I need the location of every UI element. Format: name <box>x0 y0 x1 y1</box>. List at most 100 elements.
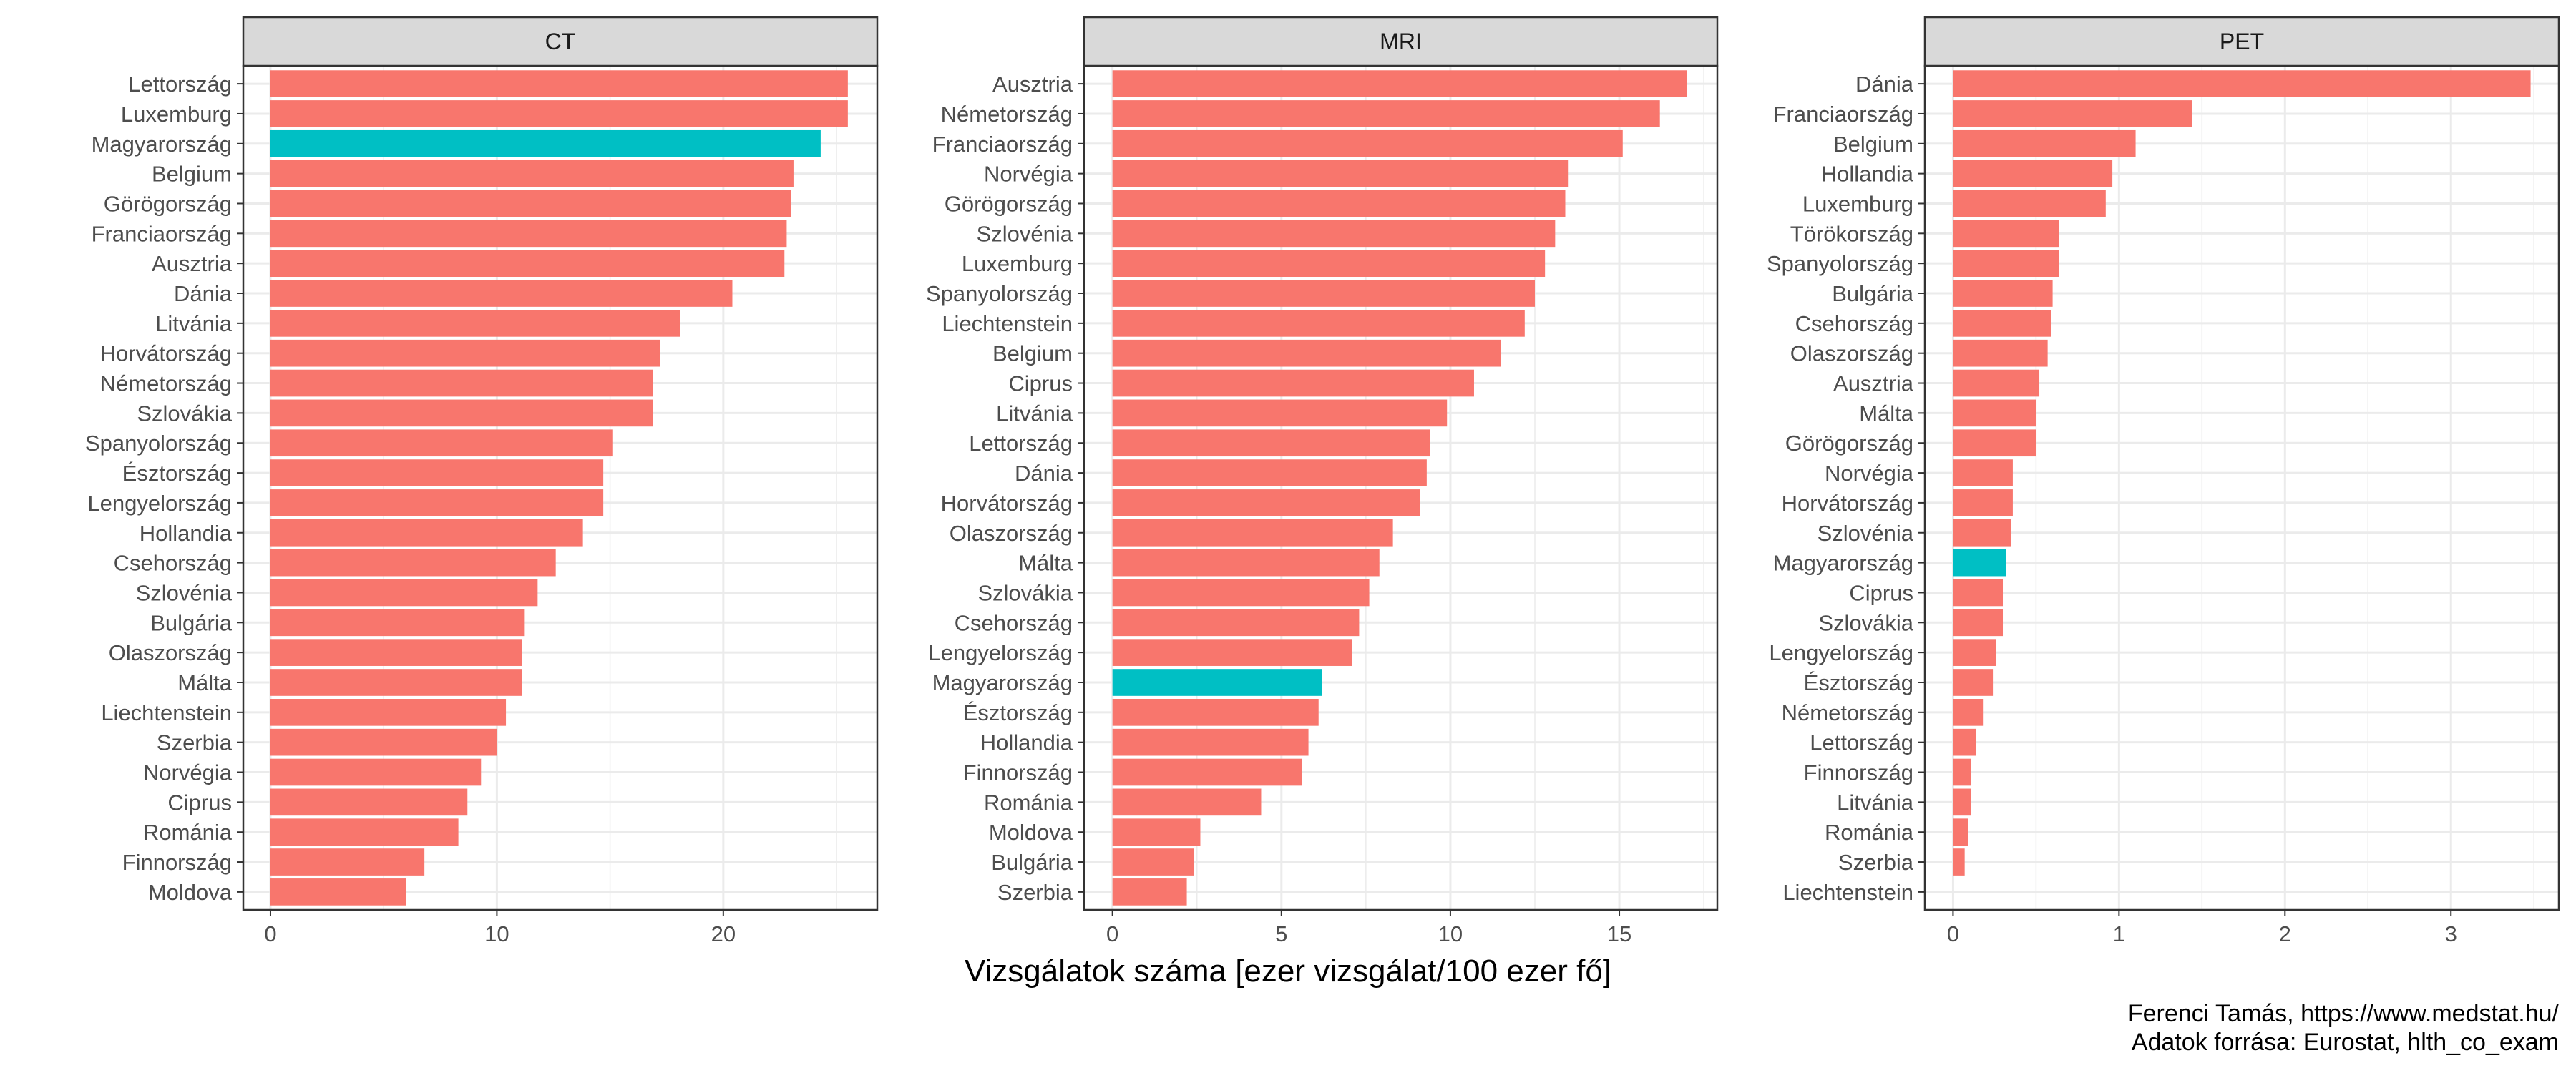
bar-szlovakia <box>270 399 653 427</box>
y-tick-label: Hollandia <box>980 730 1073 755</box>
y-tick-label: Málta <box>1018 551 1073 576</box>
bar-litvania <box>1953 788 1971 816</box>
bar-szerbia <box>1953 848 1965 876</box>
y-tick-label: Lengyelország <box>928 640 1073 665</box>
bar-moldova <box>270 878 406 906</box>
y-tick-label: Németország <box>941 102 1073 127</box>
y-tick-label: Belgium <box>992 341 1073 366</box>
y-tick-label: Luxemburg <box>121 102 232 127</box>
y-tick-label: Lettország <box>969 431 1073 456</box>
y-tick-label: Norvégia <box>984 162 1073 187</box>
y-tick-label: Ausztria <box>992 72 1073 97</box>
y-tick-label: Liechtenstein <box>942 311 1073 336</box>
y-tick-label: Magyarország <box>932 670 1073 695</box>
y-tick-label: Lengyelország <box>1769 640 1913 665</box>
y-tick-label: Belgium <box>152 162 232 187</box>
bar-csehorszag <box>1953 310 2051 337</box>
y-tick-label: Románia <box>1825 820 1914 845</box>
bar-romania <box>1953 818 1968 846</box>
y-tick-label: Liechtenstein <box>1782 880 1913 905</box>
y-tick-label: Csehország <box>955 610 1073 635</box>
bar-malta <box>270 669 522 696</box>
bar-szlovenia <box>1112 220 1556 248</box>
bar-esztorszag <box>1112 699 1319 726</box>
y-tick-label: Luxemburg <box>1802 191 1913 216</box>
bar-dania <box>1112 459 1427 486</box>
y-tick-label: Málta <box>1859 401 1914 426</box>
y-tick-label: Görögország <box>104 191 232 216</box>
y-tick-label: Olaszország <box>1790 341 1913 366</box>
bar-malta <box>1112 549 1380 577</box>
bar-bulgaria <box>1112 848 1194 876</box>
bar-franciaorszag <box>1953 100 2192 127</box>
bar-spanyolorszag <box>270 429 613 457</box>
bar-gorogorszag <box>1953 429 2036 457</box>
facet-strip-label: MRI <box>1380 29 1422 54</box>
y-tick-label: Németország <box>1782 700 1913 725</box>
bar-romania <box>270 818 459 846</box>
x-tick-label: 10 <box>484 921 509 946</box>
x-axis-title: Vizsgálatok száma [ezer vizsgálat/100 ez… <box>965 954 1611 989</box>
y-tick-label: Csehország <box>114 551 232 576</box>
y-tick-label: Ciprus <box>1008 371 1073 396</box>
bar-esztorszag <box>1953 669 1994 696</box>
y-tick-label: Szlovákia <box>137 401 232 426</box>
x-tick-label: 2 <box>2279 921 2291 946</box>
bar-lengyelorszag <box>1953 639 1996 666</box>
y-tick-label: Moldova <box>148 880 233 905</box>
y-tick-label: Dánia <box>174 281 233 306</box>
bar-norvegia <box>1112 160 1569 187</box>
bar-belgium <box>270 160 794 187</box>
y-tick-label: Görögország <box>1785 431 1913 456</box>
y-tick-label: Szlovénia <box>136 580 233 605</box>
y-tick-label: Magyarország <box>1773 551 1913 576</box>
y-tick-label: Románia <box>984 790 1073 815</box>
y-tick-label: Szlovákia <box>977 580 1073 605</box>
bar-finnorszag <box>1953 758 1971 786</box>
bar-finnorszag <box>1112 758 1302 786</box>
bar-gorogorszag <box>270 190 791 217</box>
bar-belgium <box>1953 129 2136 157</box>
y-tick-label: Horvátország <box>1782 491 1913 516</box>
x-tick-label: 1 <box>2113 921 2125 946</box>
bar-szlovakia <box>1953 609 2004 637</box>
bar-lengyelorszag <box>270 489 604 516</box>
bar-ciprus <box>1953 579 2004 607</box>
y-tick-label: Málta <box>177 670 233 695</box>
facet-strip-label: CT <box>545 29 576 54</box>
x-tick-label: 0 <box>264 921 276 946</box>
bar-dania <box>270 280 733 307</box>
y-tick-label: Románia <box>143 820 233 845</box>
facet-strip <box>1083 16 1719 67</box>
y-tick-label: Franciaország <box>1773 102 1913 127</box>
y-tick-label: Ausztria <box>1833 371 1914 396</box>
bar-esztorszag <box>270 459 604 486</box>
bar-romania <box>1112 788 1262 816</box>
y-tick-label: Spanyolország <box>85 431 232 456</box>
bar-horvatorszag <box>1953 489 2013 516</box>
bar-nemetorszag <box>1112 100 1660 127</box>
y-tick-label: Norvégia <box>143 760 233 785</box>
x-tick-label: 0 <box>1947 921 1959 946</box>
x-tick-label: 10 <box>1438 921 1463 946</box>
bar-gorogorszag <box>1112 190 1566 217</box>
y-tick-label: Bulgária <box>150 610 232 635</box>
bar-lettorszag <box>1112 429 1430 457</box>
y-tick-label: Bulgária <box>991 850 1073 875</box>
bar-ciprus <box>1112 369 1474 397</box>
y-tick-label: Finnország <box>1804 760 1913 785</box>
bar-nemetorszag <box>270 369 653 397</box>
bar-belgium <box>1112 339 1501 367</box>
bar-hollandia <box>1112 728 1309 756</box>
y-tick-label: Litvánia <box>155 311 233 336</box>
y-tick-label: Dánia <box>1855 72 1914 97</box>
bar-csehorszag <box>1112 609 1360 637</box>
y-tick-label: Észtország <box>1804 670 1913 695</box>
facet-strip <box>242 16 879 67</box>
bar-szerbia <box>1112 878 1187 906</box>
bar-ciprus <box>270 788 468 816</box>
y-tick-label: Csehország <box>1795 311 1913 336</box>
y-tick-label: Luxemburg <box>962 251 1073 276</box>
y-tick-label: Észtország <box>963 700 1073 725</box>
